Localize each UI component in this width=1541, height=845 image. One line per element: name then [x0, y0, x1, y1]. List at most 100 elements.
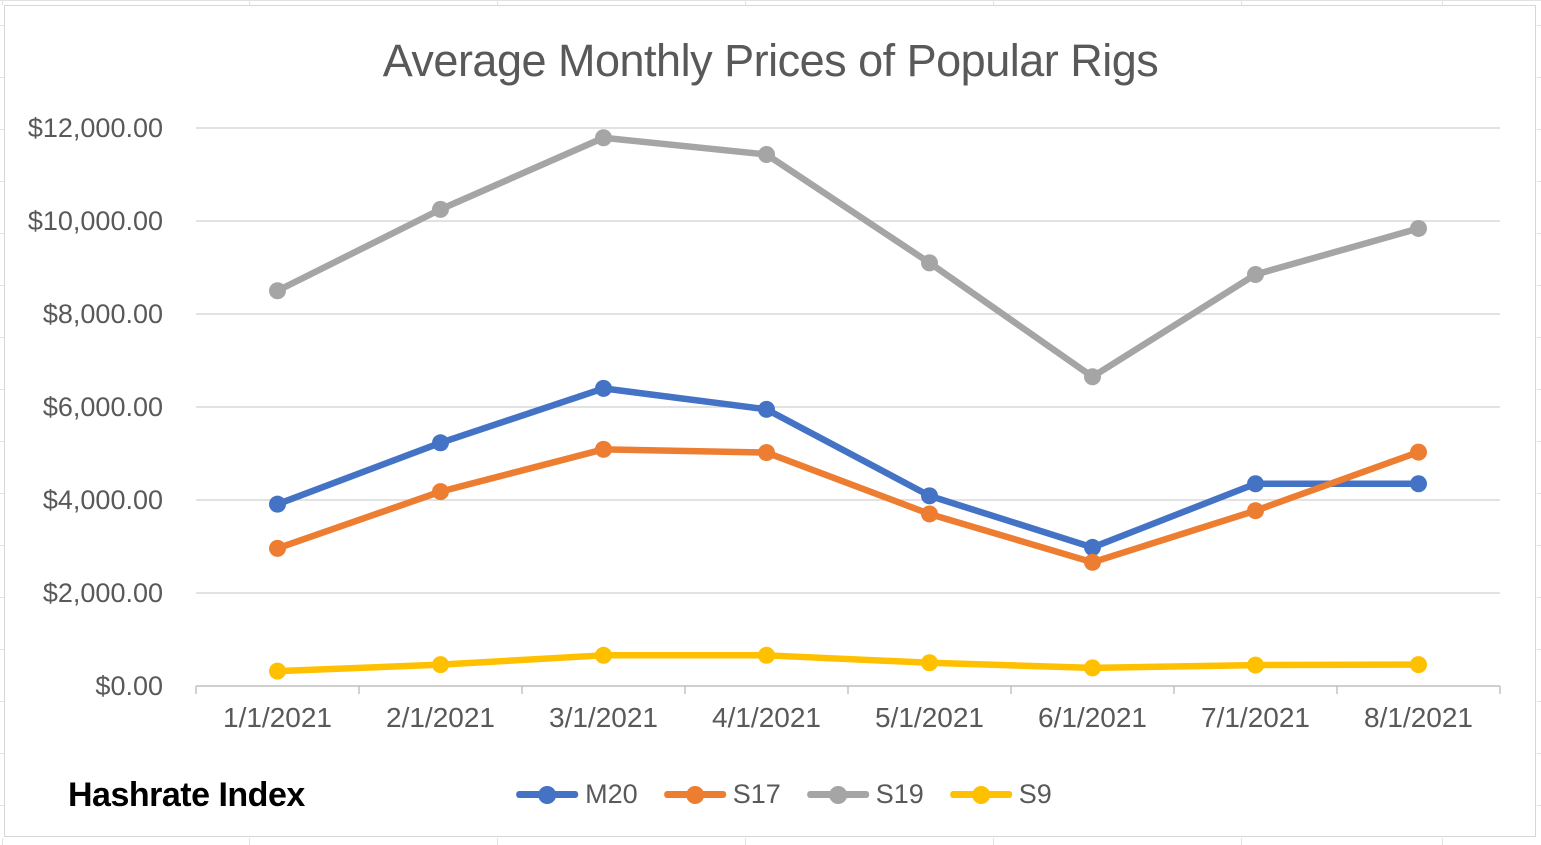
y-axis-tick-label: $6,000.00 — [42, 392, 163, 422]
data-point-s9 — [1410, 656, 1427, 674]
spreadsheet-cell-border — [1537, 649, 1541, 650]
series-line-s17 — [274, 446, 1422, 566]
data-point-m20 — [1084, 538, 1101, 556]
spreadsheet-cell-border — [1241, 0, 1242, 5]
data-point-m20 — [1247, 475, 1264, 493]
spreadsheet-cell-border — [0, 545, 4, 546]
legend-dot-icon — [971, 785, 990, 804]
data-point-s9 — [595, 646, 612, 664]
spreadsheet-cell-border — [1537, 545, 1541, 546]
data-point-s9 — [269, 662, 286, 680]
data-point-s9 — [921, 654, 938, 672]
legend-item-s19[interactable]: S19 — [806, 779, 924, 810]
spreadsheet-cell-border — [1537, 25, 1541, 26]
spreadsheet-cell-border — [0, 0, 1541, 1]
data-point-s17 — [1247, 502, 1264, 520]
data-point-s17 — [921, 505, 938, 523]
legend-item-m20[interactable]: M20 — [516, 779, 638, 810]
data-point-s9 — [758, 646, 775, 664]
chart-title: Average Monthly Prices of Popular Rigs — [382, 35, 1159, 86]
spreadsheet-cell-border — [0, 441, 4, 442]
spreadsheet-cell-border — [0, 701, 4, 702]
data-point-m20 — [595, 379, 612, 397]
spreadsheet-cell-border — [1537, 805, 1541, 806]
spreadsheet-cell-border — [0, 181, 4, 182]
y-axis-tick-label: $12,000.00 — [27, 113, 163, 143]
spreadsheet-cell-border — [249, 0, 250, 5]
data-point-s17 — [758, 444, 775, 462]
x-axis-tick-label: 6/1/2021 — [1038, 702, 1147, 733]
spreadsheet-cell-border — [1241, 838, 1242, 845]
spreadsheet-cell-border — [0, 805, 4, 806]
legend-label: S19 — [875, 779, 924, 809]
spreadsheet-cell-border — [745, 0, 746, 5]
legend-marker-m20 — [516, 785, 579, 804]
x-axis-tick-label: 1/1/2021 — [223, 702, 332, 733]
y-axis-tick-label: $2,000.00 — [42, 578, 163, 608]
spreadsheet-cell-border — [1537, 753, 1541, 754]
data-point-s9 — [1247, 656, 1264, 674]
series-line-m20 — [274, 385, 1422, 551]
x-axis-tick-label: 4/1/2021 — [712, 702, 821, 733]
data-point-m20 — [921, 487, 938, 505]
spreadsheet-cell-border — [0, 753, 4, 754]
data-point-s17 — [1410, 443, 1427, 461]
spreadsheet-cell-border — [1537, 129, 1541, 130]
data-point-s19 — [269, 282, 286, 300]
data-point-s19 — [1084, 368, 1101, 386]
spreadsheet-cell-border — [2, 0, 3, 5]
legend-marker-s19 — [806, 785, 869, 804]
spreadsheet-cell-border — [1442, 0, 1443, 5]
data-point-s19 — [1247, 265, 1264, 283]
legend-label: M20 — [585, 779, 638, 809]
spreadsheet-cell-border — [1537, 233, 1541, 234]
legend-dot-icon — [538, 785, 557, 804]
spreadsheet-cell-border — [1537, 701, 1541, 702]
y-axis-tick-label: $4,000.00 — [42, 485, 163, 515]
spreadsheet-cell-border — [1537, 285, 1541, 286]
legend-item-s9[interactable]: S9 — [949, 779, 1052, 810]
data-point-m20 — [758, 400, 775, 418]
y-axis-tick-label: $8,000.00 — [42, 299, 163, 329]
spreadsheet-cell-border — [0, 129, 4, 130]
brand-watermark: Hashrate Index — [68, 776, 305, 814]
spreadsheet-cell-border — [0, 77, 4, 78]
spreadsheet-cell-border — [1537, 493, 1541, 494]
spreadsheet-cell-border — [1537, 597, 1541, 598]
data-point-s19 — [921, 254, 938, 272]
spreadsheet-cell-border — [1442, 838, 1443, 845]
legend-marker-s17 — [663, 785, 726, 804]
series-line-s9 — [274, 652, 1422, 675]
data-point-s9 — [432, 656, 449, 674]
legend-dot-icon — [828, 785, 847, 804]
chart-legend: M20 S17 S19 S9 — [516, 779, 1052, 810]
spreadsheet-cell-border — [497, 0, 498, 5]
spreadsheet-cell-border — [0, 233, 4, 234]
spreadsheet-cell-border — [1537, 77, 1541, 78]
data-point-m20 — [269, 495, 286, 513]
legend-label: S9 — [1018, 779, 1052, 809]
data-point-m20 — [432, 434, 449, 452]
spreadsheet-cell-border — [1537, 389, 1541, 390]
data-point-s17 — [1084, 553, 1101, 571]
legend-item-s17[interactable]: S17 — [663, 779, 781, 810]
spreadsheet-cell-border — [249, 838, 250, 845]
y-axis-tick-label: $10,000.00 — [27, 206, 163, 236]
spreadsheet-cell-border — [0, 285, 4, 286]
legend-dot-icon — [685, 785, 704, 804]
x-axis-tick-label: 7/1/2021 — [1201, 702, 1310, 733]
series-line-s19 — [274, 134, 1422, 381]
data-point-s17 — [432, 483, 449, 501]
spreadsheet-cell-border — [1537, 441, 1541, 442]
x-axis-tick-label: 5/1/2021 — [875, 702, 984, 733]
data-point-s9 — [1084, 659, 1101, 677]
spreadsheet-cell-border — [993, 838, 994, 845]
data-point-s19 — [432, 200, 449, 218]
spreadsheet-cell-border — [0, 389, 4, 390]
spreadsheet-cell-border — [993, 0, 994, 5]
chart-area[interactable] — [4, 5, 1536, 837]
spreadsheet-cell-border — [0, 597, 4, 598]
spreadsheet-cell-border — [1537, 181, 1541, 182]
